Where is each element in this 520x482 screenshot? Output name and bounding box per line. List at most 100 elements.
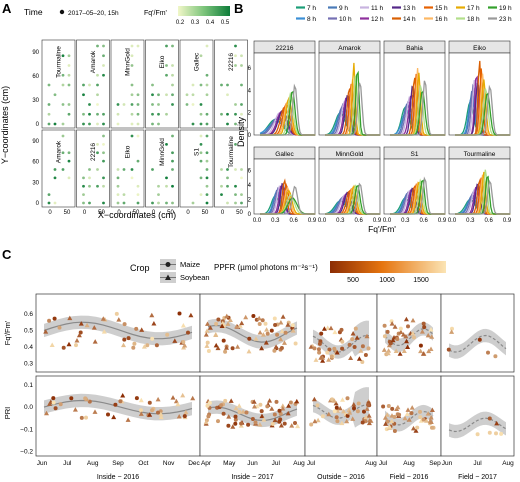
point-c-maize <box>430 425 434 430</box>
panel-label-a: A <box>2 1 12 16</box>
smooth-band <box>385 322 433 352</box>
point-c-soybean <box>403 316 409 322</box>
facet-b-label: MinnGold <box>336 151 364 158</box>
point-c-soybean <box>84 322 90 328</box>
point-c-soybean <box>428 419 434 424</box>
point-a <box>220 168 223 171</box>
point-a <box>191 83 195 87</box>
point-c-soybean <box>66 341 72 347</box>
legend-a-tick-3: 0.5 <box>221 20 230 26</box>
tick-b-x: 0.0 <box>383 218 392 224</box>
tick-a-x: 50 <box>167 210 174 216</box>
point-c-soybean <box>419 329 425 334</box>
point-c-maize <box>57 325 62 330</box>
tick-c-x: Aug <box>87 460 99 467</box>
point-a <box>205 184 209 188</box>
point-a <box>199 122 203 126</box>
point-a <box>116 168 120 171</box>
point-c-soybean <box>326 357 332 362</box>
point-c-soybean <box>279 328 285 334</box>
point-c-maize <box>216 419 220 424</box>
point-c-soybean <box>120 393 126 398</box>
point-a <box>185 93 189 97</box>
point-c-maize <box>275 332 280 337</box>
point-c-maize <box>69 396 74 401</box>
legend-a-time-marker <box>59 9 65 15</box>
point-c-soybean <box>351 402 357 407</box>
point-c-soybean <box>381 347 387 352</box>
point-c-maize <box>487 430 492 435</box>
point-c-maize <box>277 408 282 413</box>
point-c-soybean <box>226 414 232 419</box>
point-a <box>61 122 65 126</box>
legend-b-hour: 16 h <box>435 16 448 23</box>
point-c-soybean <box>405 344 411 349</box>
tick-c-x: Jul <box>272 460 281 467</box>
point-c-maize <box>74 343 78 348</box>
tick-c-x: Jul <box>473 460 482 467</box>
point-c-soybean <box>203 419 209 425</box>
point-a <box>240 193 243 197</box>
point-c-soybean <box>385 350 391 356</box>
point-c-maize <box>334 405 339 410</box>
point-a <box>88 112 91 116</box>
point-c-maize <box>360 420 365 425</box>
point-c-maize <box>233 421 238 426</box>
tick-c-y: −0.2 <box>20 449 33 456</box>
point-c-soybean <box>332 329 338 335</box>
point-a <box>151 122 154 126</box>
point-c-soybean <box>386 348 392 353</box>
point-c-soybean <box>158 414 164 420</box>
point-a <box>102 112 105 116</box>
point-c-maize <box>272 316 277 321</box>
facet-b-label: 22216 <box>275 45 293 52</box>
point-c-maize <box>205 403 210 408</box>
facet-a-label: Amarok <box>56 140 63 163</box>
point-a <box>234 54 237 58</box>
tick-b-x: 0.9 <box>308 218 317 224</box>
point-a <box>205 168 209 171</box>
point-a <box>102 142 105 146</box>
panel-b-xlabel: Fq'/Fm' <box>368 224 396 234</box>
point-c-soybean <box>354 335 360 340</box>
point-c-soybean <box>424 418 429 423</box>
point-c-soybean <box>182 343 188 348</box>
point-c-soybean <box>346 407 352 412</box>
point-a <box>151 103 154 106</box>
point-c-maize <box>226 423 231 428</box>
point-a <box>171 151 174 155</box>
smooth-band <box>208 318 297 349</box>
point-c-soybean <box>273 344 279 349</box>
legend-b-hour: 15 h <box>435 5 448 12</box>
tick-c-x: Sep <box>429 460 441 467</box>
tick-c-x: Jun <box>442 460 453 467</box>
point-a <box>240 201 243 205</box>
point-a <box>234 142 237 146</box>
tick-c-x: Jul <box>307 460 316 467</box>
point-a <box>205 193 209 197</box>
point-c-maize <box>487 416 492 421</box>
point-a <box>67 83 71 87</box>
point-a <box>88 122 91 126</box>
legend-b-hour: 10 h <box>339 16 352 23</box>
point-c-maize <box>58 402 63 407</box>
point-c-soybean <box>183 409 189 415</box>
point-a <box>205 112 209 116</box>
point-a <box>226 93 229 97</box>
point-c-soybean <box>295 423 301 429</box>
point-c-soybean <box>261 417 267 422</box>
point-a <box>88 176 91 180</box>
point-c-soybean <box>180 323 186 328</box>
point-c-maize <box>258 402 263 407</box>
point-a <box>185 103 189 106</box>
density-curve <box>455 84 511 136</box>
point-c-soybean <box>252 404 257 409</box>
facet-a-label: MinnGold <box>159 138 166 166</box>
point-a <box>171 44 174 48</box>
point-c-soybean <box>147 412 153 417</box>
tick-c-y: −0.1 <box>20 426 33 433</box>
point-c-maize <box>345 396 350 401</box>
point-c-maize <box>154 343 159 348</box>
point-c-soybean <box>326 411 332 417</box>
point-a <box>130 112 134 116</box>
